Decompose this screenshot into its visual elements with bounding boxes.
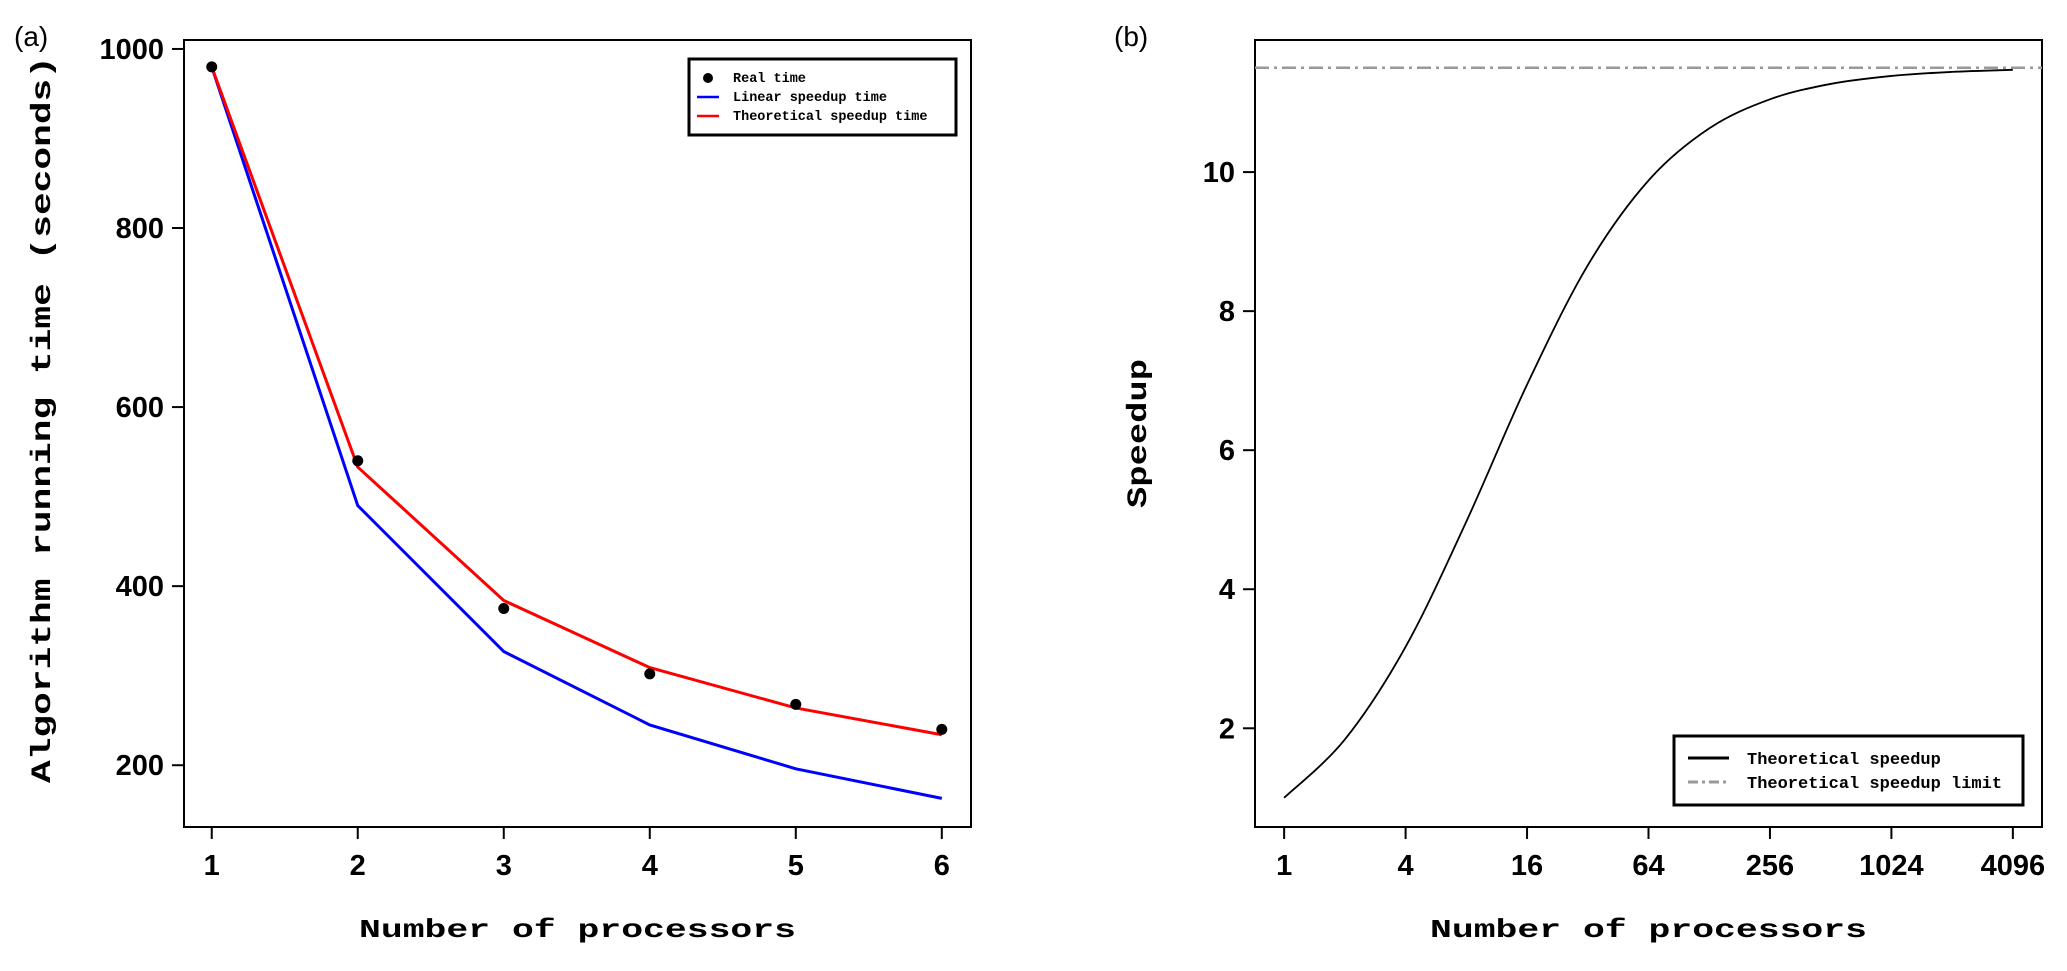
legend-a-frame [687, 57, 958, 137]
panel-a: (a) 1 2 3 4 5 6 200 400 600 800 1000 Number of pro… [14, 21, 972, 945]
y-tick-label-a: 1000 [99, 34, 164, 66]
x-tick-label-a: 4 [642, 850, 658, 882]
x-tick-label-b: 64 [1632, 850, 1664, 882]
x-tick-label-b: 1024 [1859, 850, 1924, 882]
panel-b: (b) 1 4 16 64 256 1024 4096 2 4 6 8 10 Number of pr… [1114, 21, 2045, 945]
y-tick-label-a: 600 [116, 392, 164, 424]
legend-b-frame [1672, 734, 2025, 807]
series-line-theoretical-speedup-time [210, 66, 943, 737]
theoretical-speedup-curve [1283, 68, 2013, 799]
y-axis-title-b: Speedup [1124, 359, 1155, 508]
real-time-point [352, 455, 364, 467]
legend-limit-label: Theoretical speedup limit [1747, 775, 2002, 794]
legend-theoretical-label: Theoretical speedup time [733, 110, 927, 125]
legend-b: Theoretical speedup Theoretical speedup … [1672, 734, 2025, 807]
plot-b-frame [1254, 39, 2043, 828]
y-tick-label-b: 6 [1219, 435, 1235, 467]
real-time-point [644, 668, 656, 680]
x-tick-label-a: 5 [788, 850, 804, 882]
panel-b-label: (b) [1114, 21, 1148, 52]
x-tick-label-b: 4096 [1981, 850, 2046, 882]
legend-real-time-marker [703, 73, 713, 83]
real-time-point [498, 603, 510, 615]
panel-a-label: (a) [14, 21, 48, 52]
real-time-point [936, 723, 948, 735]
x-tick-label-a: 2 [350, 850, 366, 882]
x-tick-label-a: 3 [496, 850, 512, 882]
real-time-point [206, 61, 218, 73]
x-tick-label-b: 16 [1511, 850, 1543, 882]
y-axis-title-a: Algorithm running time (seconds) [28, 56, 59, 783]
x-axis-title-a: Number of processors [359, 915, 796, 945]
y-tick-label-b: 4 [1219, 574, 1235, 606]
x-tick-label-b: 256 [1746, 850, 1794, 882]
x-tick-label-a: 1 [204, 850, 220, 882]
legend-speedup-label: Theoretical speedup [1747, 751, 1941, 770]
y-tick-label-b: 10 [1203, 157, 1235, 189]
plot-a-frame [183, 39, 972, 828]
x-tick-label-a: 6 [934, 850, 950, 882]
y-tick-label-b: 2 [1219, 713, 1235, 745]
y-tick-label-a: 200 [116, 750, 164, 782]
y-tick-label-a: 800 [116, 213, 164, 245]
x-axis-title-b: Number of processors [1430, 915, 1867, 945]
y-tick-label-a: 400 [116, 571, 164, 603]
legend-real-time-label: Real time [733, 72, 806, 87]
real-time-point [790, 698, 802, 710]
legend-linear-label: Linear speedup time [733, 91, 887, 106]
legend-a: Real time Linear speedup time Theoretica… [687, 57, 958, 137]
x-tick-label-b: 1 [1276, 850, 1292, 882]
x-tick-label-b: 4 [1398, 850, 1414, 882]
y-tick-label-b: 8 [1219, 296, 1235, 328]
series-line-linear-speedup-time [210, 66, 943, 800]
